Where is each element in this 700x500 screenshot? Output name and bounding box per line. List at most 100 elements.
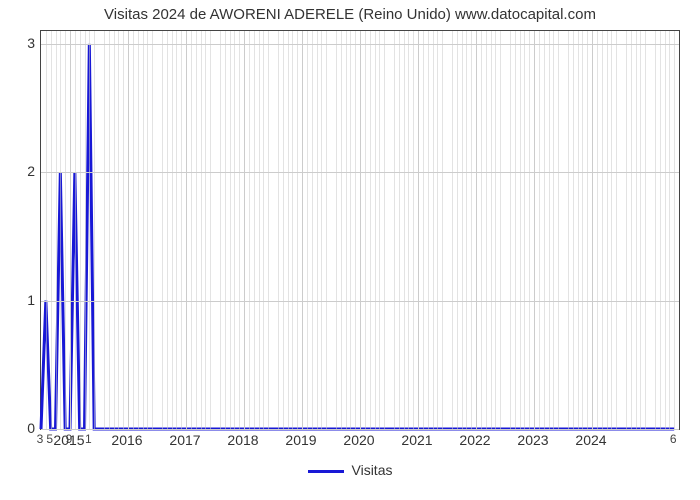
grid-vertical-minor bbox=[520, 31, 521, 429]
grid-vertical-major bbox=[70, 31, 71, 429]
grid-vertical-minor bbox=[607, 31, 608, 429]
grid-vertical-minor bbox=[292, 31, 293, 429]
grid-vertical-minor bbox=[433, 31, 434, 429]
grid-vertical-minor bbox=[85, 31, 86, 429]
grid-vertical-minor bbox=[665, 31, 666, 429]
grid-vertical-minor bbox=[307, 31, 308, 429]
grid-vertical-minor bbox=[46, 31, 47, 429]
y-tick-label: 3 bbox=[5, 35, 35, 51]
grid-vertical-minor bbox=[172, 31, 173, 429]
grid-vertical-minor bbox=[312, 31, 313, 429]
grid-vertical-minor bbox=[230, 31, 231, 429]
grid-vertical-minor bbox=[549, 31, 550, 429]
grid-vertical-major bbox=[244, 31, 245, 429]
grid-vertical-minor bbox=[133, 31, 134, 429]
grid-vertical-minor bbox=[114, 31, 115, 429]
grid-vertical-minor bbox=[645, 31, 646, 429]
grid-vertical-minor bbox=[138, 31, 139, 429]
grid-vertical-major bbox=[360, 31, 361, 429]
grid-vertical-minor bbox=[268, 31, 269, 429]
grid-vertical-minor bbox=[259, 31, 260, 429]
grid-vertical-minor bbox=[515, 31, 516, 429]
x-sub-label: 6 bbox=[670, 432, 677, 446]
grid-vertical-minor bbox=[51, 31, 52, 429]
x-tick-label: 2021 bbox=[401, 432, 432, 448]
grid-vertical-minor bbox=[176, 31, 177, 429]
x-sub-label: 9 bbox=[66, 432, 73, 446]
grid-vertical-minor bbox=[152, 31, 153, 429]
grid-vertical-minor bbox=[143, 31, 144, 429]
grid-vertical-minor bbox=[597, 31, 598, 429]
x-tick-label: 2020 bbox=[343, 432, 374, 448]
grid-vertical-minor bbox=[442, 31, 443, 429]
grid-vertical-minor bbox=[288, 31, 289, 429]
grid-vertical-major bbox=[534, 31, 535, 429]
grid-vertical-minor bbox=[452, 31, 453, 429]
grid-vertical-minor bbox=[491, 31, 492, 429]
legend: Visitas bbox=[0, 462, 700, 478]
grid-vertical-minor bbox=[104, 31, 105, 429]
grid-vertical-minor bbox=[375, 31, 376, 429]
y-tick-label: 2 bbox=[5, 163, 35, 179]
grid-vertical-major bbox=[302, 31, 303, 429]
legend-swatch bbox=[308, 470, 344, 473]
grid-vertical-minor bbox=[220, 31, 221, 429]
grid-vertical-minor bbox=[162, 31, 163, 429]
grid-vertical-minor bbox=[123, 31, 124, 429]
grid-vertical-minor bbox=[631, 31, 632, 429]
grid-vertical-minor bbox=[118, 31, 119, 429]
grid-vertical-minor bbox=[336, 31, 337, 429]
grid-vertical-minor bbox=[56, 31, 57, 429]
grid-vertical-minor bbox=[544, 31, 545, 429]
grid-vertical-minor bbox=[636, 31, 637, 429]
grid-vertical-minor bbox=[437, 31, 438, 429]
grid-vertical-major bbox=[186, 31, 187, 429]
grid-vertical-minor bbox=[626, 31, 627, 429]
grid-vertical-minor bbox=[283, 31, 284, 429]
grid-vertical-minor bbox=[263, 31, 264, 429]
grid-vertical-major bbox=[418, 31, 419, 429]
grid-vertical-minor bbox=[655, 31, 656, 429]
grid-vertical-minor bbox=[486, 31, 487, 429]
x-tick-label: 2018 bbox=[227, 432, 258, 448]
grid-vertical-minor bbox=[573, 31, 574, 429]
grid-vertical-minor bbox=[181, 31, 182, 429]
grid-vertical-minor bbox=[201, 31, 202, 429]
grid-vertical-minor bbox=[539, 31, 540, 429]
grid-vertical-minor bbox=[640, 31, 641, 429]
grid-vertical-minor bbox=[191, 31, 192, 429]
grid-vertical-minor bbox=[225, 31, 226, 429]
grid-vertical-minor bbox=[495, 31, 496, 429]
grid-vertical-minor bbox=[524, 31, 525, 429]
grid-vertical-minor bbox=[394, 31, 395, 429]
grid-vertical-minor bbox=[205, 31, 206, 429]
grid-vertical-minor bbox=[365, 31, 366, 429]
grid-vertical-minor bbox=[660, 31, 661, 429]
grid-vertical-minor bbox=[578, 31, 579, 429]
grid-vertical-minor bbox=[568, 31, 569, 429]
grid-vertical-minor bbox=[582, 31, 583, 429]
x-tick-label: 2016 bbox=[111, 432, 142, 448]
series-line-visitas bbox=[41, 44, 674, 429]
grid-vertical-minor bbox=[94, 31, 95, 429]
grid-vertical-major bbox=[476, 31, 477, 429]
grid-vertical-minor bbox=[297, 31, 298, 429]
grid-vertical-minor bbox=[404, 31, 405, 429]
grid-vertical-minor bbox=[553, 31, 554, 429]
grid-vertical-major bbox=[592, 31, 593, 429]
grid-vertical-minor bbox=[481, 31, 482, 429]
grid-vertical-minor bbox=[80, 31, 81, 429]
x-tick-label: 2017 bbox=[169, 432, 200, 448]
grid-vertical-minor bbox=[611, 31, 612, 429]
grid-vertical-minor bbox=[196, 31, 197, 429]
x-tick-label: 2023 bbox=[517, 432, 548, 448]
grid-vertical-minor bbox=[674, 31, 675, 429]
grid-vertical-minor bbox=[370, 31, 371, 429]
grid-vertical-minor bbox=[500, 31, 501, 429]
grid-vertical-minor bbox=[408, 31, 409, 429]
plot-area bbox=[40, 30, 680, 430]
grid-vertical-minor bbox=[167, 31, 168, 429]
grid-vertical-minor bbox=[75, 31, 76, 429]
grid-vertical-minor bbox=[529, 31, 530, 429]
grid-vertical-minor bbox=[326, 31, 327, 429]
